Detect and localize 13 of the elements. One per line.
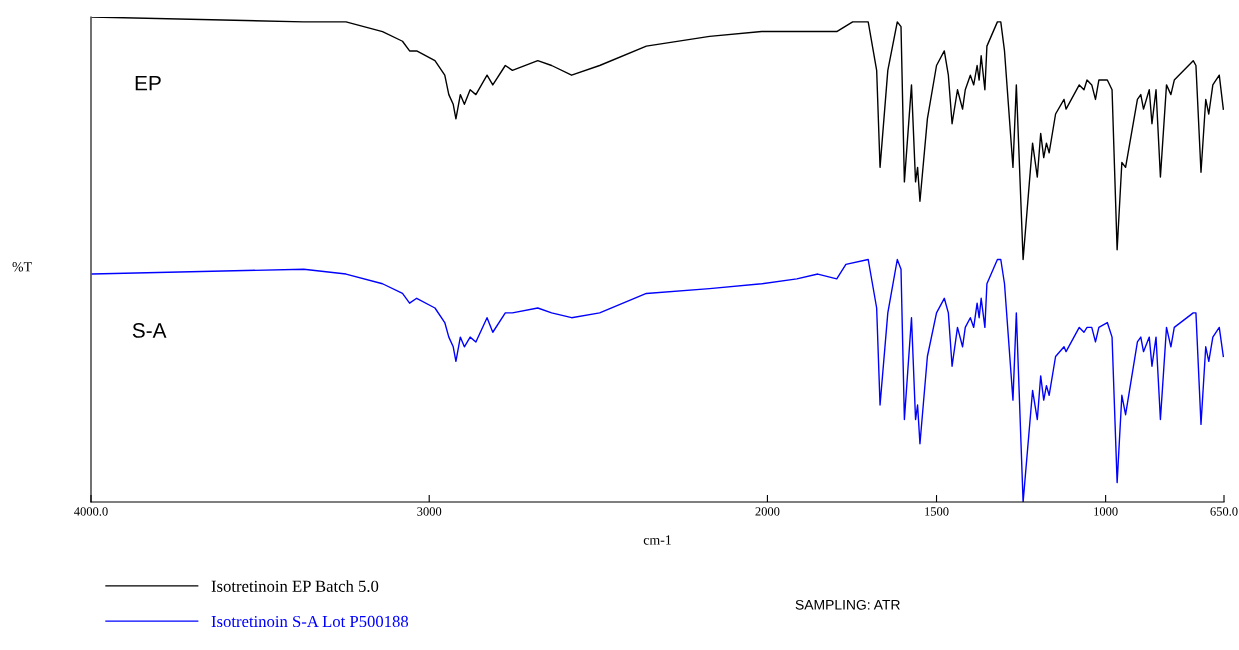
text: SAMPLING: ATR [795,599,900,610]
x-tick-label: 1000 [1094,507,1118,516]
x-axis-title: cm-1 [643,535,671,545]
text: Isotretinoin EP Batch 5.0 [211,580,379,592]
x-tick-label: 650.0 [1210,507,1238,516]
annotation: EP [135,75,161,91]
y-axis-title: %T [12,262,32,272]
x-tick-label: 4000.0 [74,507,108,516]
text: Isotretinoin S-A Lot P500188 [211,615,409,628]
x-tick-label: 2000 [755,507,780,516]
x-tick-label: 1500 [925,507,949,516]
x-tick-label: 3000 [417,507,442,516]
annotation: S-A [132,323,167,338]
